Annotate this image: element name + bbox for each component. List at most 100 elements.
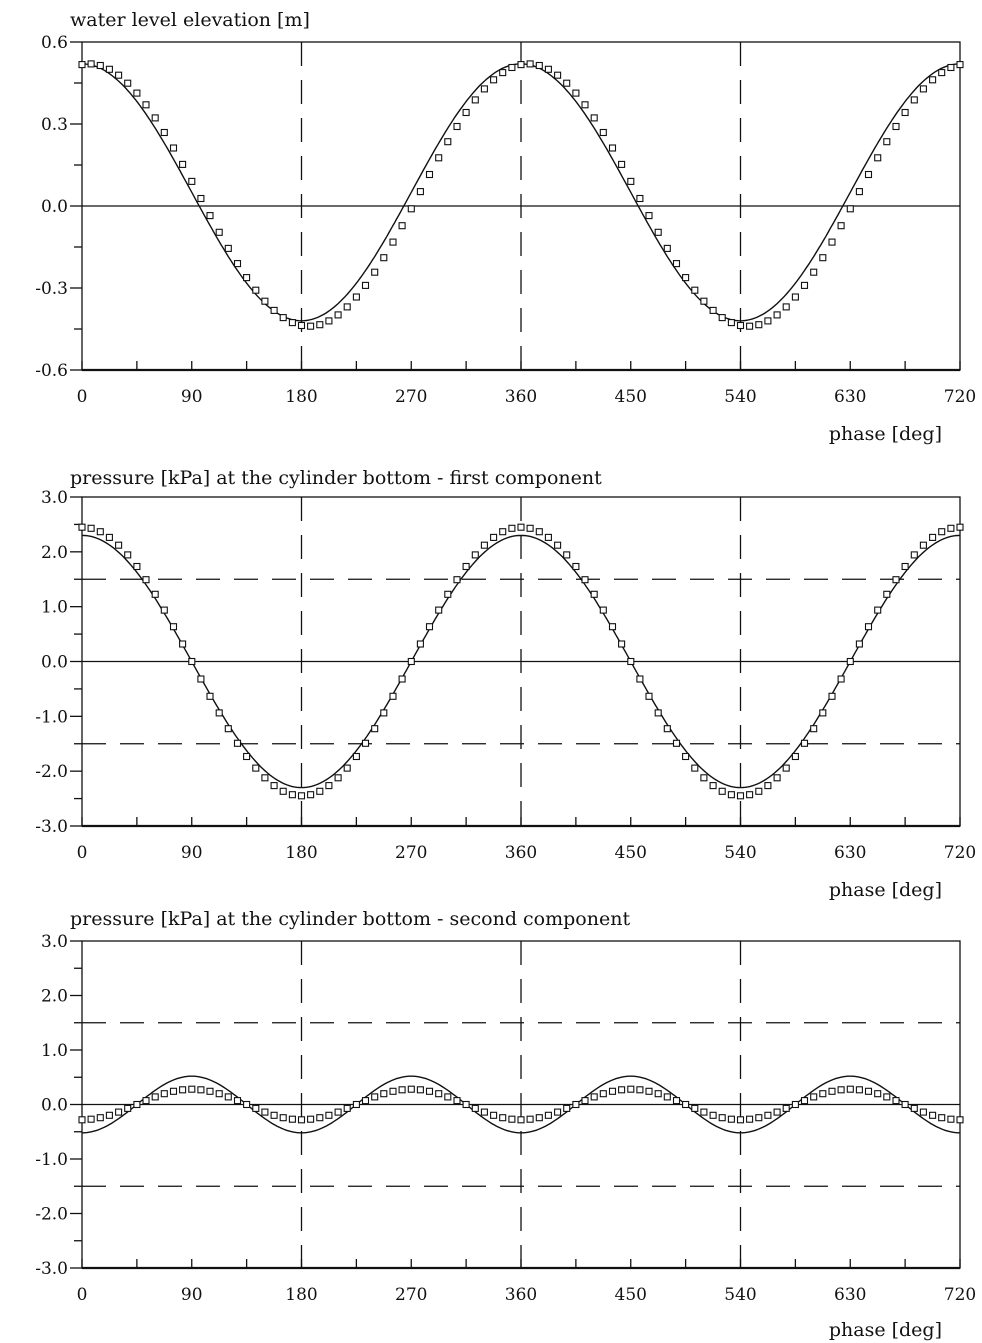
data-point-marker <box>791 752 799 761</box>
x-axis-label: phase [deg] <box>829 879 942 901</box>
data-point-marker <box>151 114 159 122</box>
x-tick-label: 720 <box>944 843 976 863</box>
data-point-marker <box>773 311 781 319</box>
data-point-marker <box>261 1108 269 1116</box>
data-point-marker <box>115 541 123 549</box>
data-point-marker <box>663 244 671 252</box>
y-tick-label: 3.0 <box>41 932 68 952</box>
data-point-marker <box>361 1097 370 1105</box>
data-point-marker <box>288 791 296 799</box>
data-point-marker <box>517 61 525 69</box>
data-point-marker <box>709 782 717 790</box>
x-tick-label: 630 <box>834 1285 866 1305</box>
data-point-marker <box>188 177 196 185</box>
x-tick-label: 90 <box>181 387 203 407</box>
data-point-marker <box>160 1090 168 1098</box>
data-point-marker <box>307 1115 315 1123</box>
data-point-marker <box>764 782 772 790</box>
data-point-marker <box>261 774 269 782</box>
data-point-marker <box>279 314 287 322</box>
data-point-marker <box>581 1097 589 1105</box>
data-point-marker <box>133 1100 141 1109</box>
x-axis-label: phase [deg] <box>829 1319 942 1341</box>
data-point-marker <box>910 96 918 104</box>
data-point-marker <box>407 1085 415 1093</box>
data-point-marker <box>563 551 571 559</box>
data-point-marker <box>764 317 772 325</box>
data-point-marker <box>297 792 306 800</box>
data-point-marker <box>526 60 534 68</box>
data-point-marker <box>252 764 260 772</box>
x-tick-label: 270 <box>395 387 427 407</box>
data-point-marker <box>462 1100 470 1109</box>
data-point-marker <box>243 1100 251 1109</box>
data-point-marker <box>444 590 452 598</box>
data-point-marker <box>224 244 232 252</box>
data-point-marker <box>325 1111 333 1119</box>
x-tick-label: 270 <box>395 843 427 863</box>
data-point-marker <box>627 657 635 666</box>
data-point-marker <box>297 321 306 330</box>
data-point-marker <box>810 725 818 733</box>
data-point-marker <box>270 782 278 790</box>
data-point-marker <box>371 725 379 733</box>
data-point-marker <box>627 1085 635 1093</box>
data-point-marker <box>755 787 763 795</box>
data-point-marker <box>96 1114 104 1122</box>
data-point-marker <box>864 170 873 179</box>
y-tick-label: -1.0 <box>35 707 68 727</box>
data-point-marker <box>874 606 882 614</box>
data-point-marker <box>197 675 205 683</box>
data-point-marker <box>352 752 360 761</box>
data-point-marker <box>416 188 424 196</box>
x-tick-label: 450 <box>615 1285 647 1305</box>
data-point-marker <box>87 60 95 68</box>
data-point-marker <box>215 1090 223 1098</box>
data-point-marker <box>618 160 626 168</box>
x-tick-label: 360 <box>505 387 537 407</box>
series-markers-2 <box>78 523 964 800</box>
data-point-marker <box>910 551 918 559</box>
x-tick-label: 360 <box>505 1285 537 1305</box>
data-point-marker <box>480 1108 488 1116</box>
series-markers-2 <box>78 1085 964 1124</box>
data-point-marker <box>800 1097 809 1105</box>
data-point-marker <box>425 170 434 179</box>
x-tick-label: 0 <box>77 1285 88 1305</box>
series-markers-2 <box>78 60 964 330</box>
data-point-marker <box>544 533 552 541</box>
data-point-marker <box>618 1086 626 1094</box>
data-point-marker <box>124 79 132 87</box>
data-point-marker <box>572 1100 580 1109</box>
data-point-marker <box>636 675 644 683</box>
y-tick-label: 0.0 <box>41 1096 68 1116</box>
data-point-marker <box>115 71 123 79</box>
data-point-marker <box>736 792 745 800</box>
data-point-marker <box>453 1097 461 1105</box>
y-tick-label: -0.3 <box>35 279 68 299</box>
data-point-marker <box>334 774 342 782</box>
data-point-marker <box>929 1111 937 1119</box>
data-point-marker <box>297 1116 306 1124</box>
data-point-marker <box>828 1087 836 1095</box>
data-point-marker <box>800 739 809 747</box>
x-tick-label: 270 <box>395 1285 427 1305</box>
data-point-marker <box>919 541 927 549</box>
x-tick-label: 180 <box>285 387 317 407</box>
data-point-marker <box>407 205 415 213</box>
y-tick-label: -1.0 <box>35 1150 68 1170</box>
data-point-marker <box>206 692 214 700</box>
data-point-marker <box>554 541 562 549</box>
data-point-marker <box>810 268 818 276</box>
chart-title: water level elevation [m] <box>70 9 310 31</box>
data-point-marker <box>718 787 726 795</box>
y-tick-label: 1.0 <box>41 598 68 618</box>
data-point-marker <box>700 1108 708 1116</box>
data-point-marker <box>499 528 507 536</box>
data-point-marker <box>636 1086 644 1094</box>
data-point-marker <box>709 306 717 314</box>
data-point-marker <box>87 1115 95 1123</box>
data-point-marker <box>590 590 598 598</box>
data-point-marker <box>892 1097 900 1105</box>
data-point-marker <box>389 692 397 700</box>
